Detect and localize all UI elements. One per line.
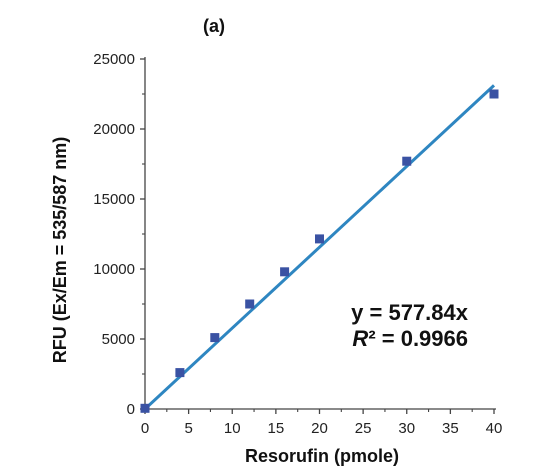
x-axis-title: Resorufin (pmole) xyxy=(245,446,399,466)
y-tick-label: 15000 xyxy=(93,191,135,208)
y-tick-label: 20000 xyxy=(93,121,135,138)
trendline xyxy=(143,84,496,411)
x-tick-label: 5 xyxy=(184,420,192,437)
y-axis-title: RFU (Ex/Em = 535/587 nm) xyxy=(50,137,70,364)
y-tick-label: 10000 xyxy=(93,261,135,278)
data-points xyxy=(140,89,499,413)
r-squared-label: R² = 0.9966 xyxy=(352,326,468,351)
x-tick-label: 30 xyxy=(398,420,415,437)
trendline-equation: y = 577.84x xyxy=(351,300,469,325)
r-squared-symbol: R xyxy=(352,326,368,351)
panel-label: (a) xyxy=(203,16,225,36)
x-tick-label: 20 xyxy=(311,420,328,437)
data-point xyxy=(140,403,150,413)
y-tick-label: 5000 xyxy=(102,331,135,348)
y-tick-label: 0 xyxy=(127,401,135,418)
r-squared-value: ² = 0.9966 xyxy=(368,326,468,351)
data-point xyxy=(280,267,290,277)
x-tick-label: 25 xyxy=(355,420,372,437)
data-point xyxy=(402,156,412,166)
trendline-group xyxy=(143,84,496,411)
data-point xyxy=(489,89,499,99)
x-tick-label: 0 xyxy=(141,420,149,437)
x-tick-label: 10 xyxy=(224,420,241,437)
data-point xyxy=(245,299,255,309)
y-axis: 0 5000 10000 15000 20000 25000 xyxy=(93,51,146,418)
data-point xyxy=(210,333,220,343)
y-tick-label: 25000 xyxy=(93,51,135,68)
x-tick-label: 15 xyxy=(268,420,285,437)
x-tick-label: 35 xyxy=(442,420,459,437)
x-axis: 0 5 10 15 20 25 30 35 40 xyxy=(141,408,503,437)
data-point xyxy=(315,234,324,244)
x-tick-label: 40 xyxy=(486,420,503,437)
data-point xyxy=(175,368,185,378)
